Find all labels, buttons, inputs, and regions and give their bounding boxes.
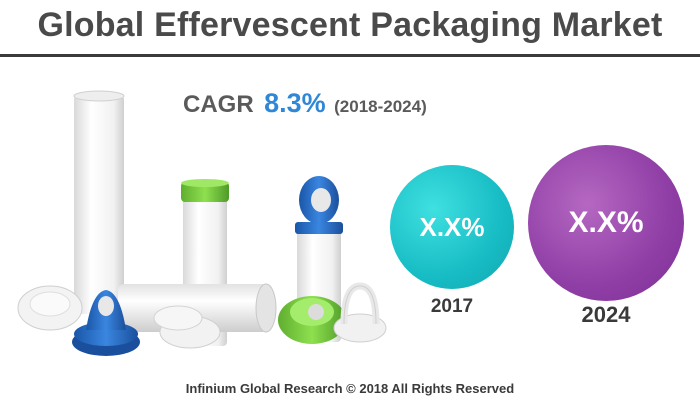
footer-copyright: Infinium Global Research © 2018 All Righ… [185, 381, 515, 396]
bubble-2017-value: X.X% [419, 211, 485, 242]
cagr-value: 8.3% [264, 88, 326, 118]
bubble-2024: X.X% [528, 145, 684, 301]
tall-tube-icon [73, 90, 125, 314]
year-2017-label: 2017 [430, 296, 474, 317]
blue-cap-icon [72, 290, 140, 356]
bubble-2024-value: X.X% [568, 206, 644, 239]
effervescent-tubes-illustration [17, 90, 387, 356]
white-handle-cap-icon [333, 282, 387, 343]
white-lid-icon [17, 285, 83, 331]
title-divider [0, 54, 700, 57]
cagr-period: (2018-2024) [334, 97, 427, 116]
year-2024-label: 2024 [581, 302, 631, 327]
bubble-2017: X.X% [390, 165, 514, 289]
green-cap-icon [278, 296, 346, 344]
title-bar: Global Effervescent Packaging Market [0, 0, 700, 50]
cagr-label: CAGR [183, 91, 254, 118]
tablet-icon [153, 305, 221, 349]
page-title: Global Effervescent Packaging Market [37, 5, 663, 44]
cagr-line: CAGR 8.3% (2018-2024) [183, 88, 427, 119]
